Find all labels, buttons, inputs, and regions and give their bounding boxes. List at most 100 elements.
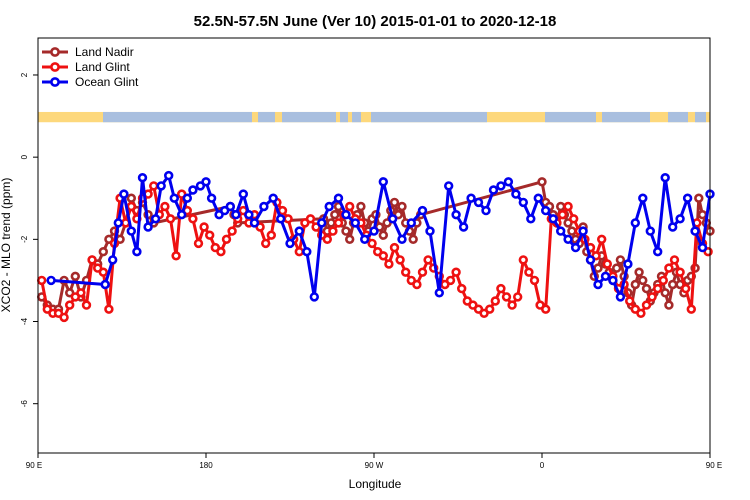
land-nadir-point <box>408 234 418 245</box>
land-nadir-point <box>660 288 670 298</box>
ocean-glint-point <box>690 226 700 236</box>
land-glint-point <box>36 275 47 286</box>
ocean-glint-point <box>100 279 110 290</box>
ocean-band-segment <box>545 111 596 123</box>
land-glint-point <box>345 201 355 212</box>
land-glint-point <box>602 259 612 269</box>
ocean-glint-point <box>667 222 678 232</box>
ocean-glint-point <box>309 292 319 302</box>
y-tick-label: -2 <box>20 235 29 243</box>
land-glint-point <box>283 214 293 224</box>
land-nadir-point <box>697 210 708 220</box>
land-glint-point <box>641 300 652 310</box>
land-glint-point <box>496 283 506 294</box>
ocean-band-segment <box>668 111 688 123</box>
y-tick-label: -6 <box>20 400 29 408</box>
ocean-glint-point <box>150 214 161 224</box>
land-glint-point <box>261 238 271 249</box>
land-nadir-point <box>593 263 603 273</box>
land-glint-point <box>294 247 304 257</box>
ocean-glint-point <box>324 201 334 212</box>
land-glint-point <box>512 292 523 302</box>
legend-label: Land Glint <box>75 60 130 74</box>
land-nadir-point <box>326 218 336 228</box>
y-tick-label: -4 <box>20 317 29 325</box>
ocean-glint-point <box>473 197 484 208</box>
x-axis: 90 E 180 90 W 0 90 E <box>26 453 722 470</box>
ocean-glint-point <box>259 201 269 212</box>
ocean-glint-point <box>533 193 543 203</box>
ocean-glint-point <box>638 193 648 203</box>
land-glint-point <box>384 259 394 269</box>
land-glint-point <box>401 267 411 277</box>
ocean-glint-point <box>164 170 174 181</box>
land-nadir-point <box>537 177 547 187</box>
land-glint-point <box>445 275 456 286</box>
ocean-band-segment <box>695 111 706 123</box>
ocean-glint-point <box>285 238 295 249</box>
ocean-glint-point <box>540 205 551 216</box>
y-tick-label: 0 <box>20 154 29 159</box>
ocean-glint-point <box>511 189 521 199</box>
ocean-glint-point <box>630 218 640 228</box>
ocean-glint-point <box>675 214 685 224</box>
legend-item-land-glint: Land Glint <box>42 60 130 74</box>
ocean-glint-point <box>563 234 573 245</box>
ocean-glint-point <box>600 271 611 281</box>
land-glint-point <box>378 251 388 261</box>
land-glint-point <box>205 230 215 240</box>
land-nadir-point <box>664 300 674 310</box>
land-glint-point <box>457 283 467 294</box>
ocean-band-segment <box>340 111 348 123</box>
ocean-glint-point <box>503 177 514 187</box>
ocean-glint-point <box>388 214 398 224</box>
land-glint-point <box>563 201 573 212</box>
x-tick-label: 0 <box>540 461 545 470</box>
ocean-glint-point <box>132 247 142 257</box>
ocean-glint-point <box>244 210 254 220</box>
land-glint-point <box>199 222 209 232</box>
ocean-glint-point <box>143 222 153 232</box>
ocean-glint-point <box>458 222 469 232</box>
ocean-glint-point <box>570 242 581 253</box>
land-nadir-point <box>555 201 566 212</box>
ocean-glint-point <box>113 218 124 228</box>
ocean-glint-point <box>156 181 166 191</box>
land-glint-point <box>333 218 344 228</box>
ocean-glint-point <box>378 177 388 187</box>
ocean-glint-point <box>555 226 566 236</box>
ocean-glint-point <box>660 173 670 183</box>
land-glint-point <box>227 226 237 236</box>
ocean-glint-point <box>434 288 444 298</box>
ocean-glint-point <box>697 242 708 253</box>
land-glint-point <box>675 267 685 277</box>
land-glint-point <box>652 283 663 294</box>
land-nadir-point <box>611 263 622 273</box>
ocean-glint-point <box>652 247 663 257</box>
series-land-glint <box>36 181 713 323</box>
land-nadir-point <box>356 201 366 212</box>
land-nadir-point <box>397 201 407 212</box>
land-nadir-point <box>345 234 355 245</box>
land-ocean-band <box>38 111 710 123</box>
land-nadir-point <box>634 267 644 277</box>
ocean-glint-point <box>496 181 506 191</box>
ocean-glint-point <box>317 218 327 228</box>
land-nadir-point <box>70 271 81 281</box>
ocean-glint-point <box>360 234 370 245</box>
land-glint-point <box>686 304 696 314</box>
land-glint-point <box>423 255 433 265</box>
land-glint-point <box>216 247 226 257</box>
ocean-band-segment <box>282 111 336 123</box>
ocean-glint-point <box>488 185 499 195</box>
series-ocean-glint <box>46 170 715 302</box>
land-nadir-point <box>341 226 351 236</box>
land-glint-point <box>221 234 232 245</box>
land-glint-point <box>193 238 204 249</box>
ocean-glint-point <box>294 226 304 236</box>
legend-swatch-marker <box>50 77 60 87</box>
ocean-glint-point <box>302 247 312 257</box>
land-glint-point <box>389 242 400 253</box>
ocean-glint-point <box>107 255 118 265</box>
